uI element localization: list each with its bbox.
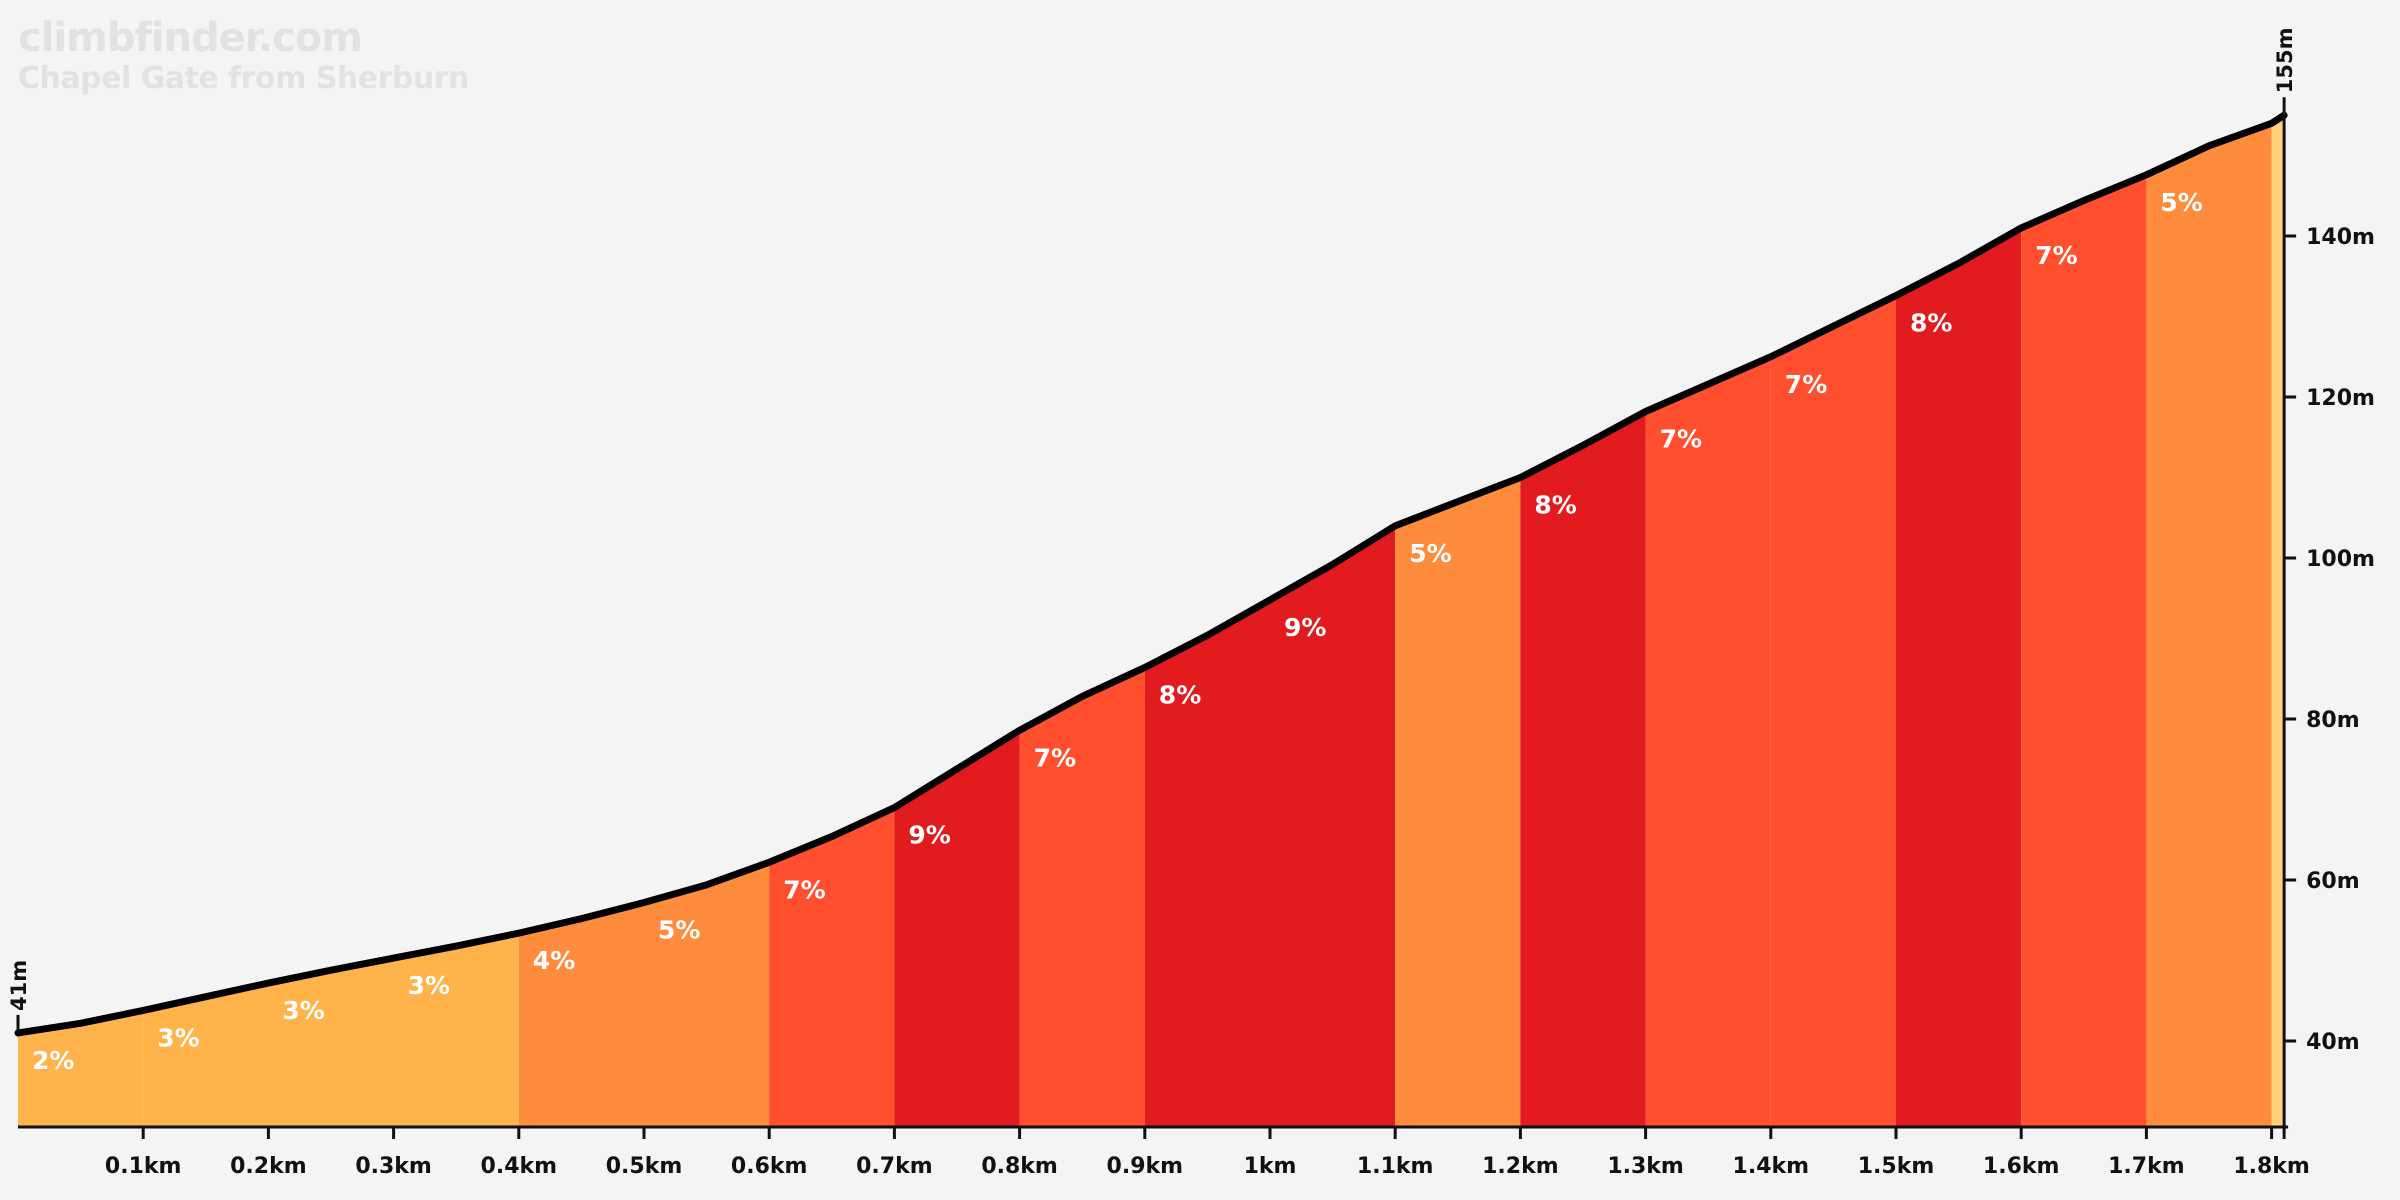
gradient-label: 5%	[658, 916, 700, 945]
y-axis: 40m 60m 80m 100m 120m 140m	[2282, 115, 2375, 1139]
gradient-segment	[393, 933, 519, 1127]
x-tick-label: 0.2km	[230, 1154, 307, 1179]
gradient-label: 5%	[1409, 539, 1451, 568]
gradient-segment	[769, 807, 895, 1127]
gradient-segment	[2271, 115, 2285, 1127]
gradient-segment	[1144, 599, 1270, 1127]
gradient-segment	[1645, 356, 1771, 1127]
x-tick-label: 0.4km	[481, 1154, 558, 1179]
gradient-segment	[1770, 295, 1896, 1127]
gradient-segment	[894, 730, 1020, 1127]
climb-title: Chapel Gate from Sherburn	[18, 61, 469, 96]
x-tick-label: 1.3km	[1607, 1154, 1684, 1179]
x-tick-label: 1.8km	[2233, 1154, 2310, 1179]
x-tick-label: 1.7km	[2108, 1154, 2185, 1179]
gradient-label: 8%	[1534, 491, 1576, 520]
y-tick-label: 80m	[2306, 708, 2360, 733]
x-tick-label: 1.6km	[1983, 1154, 2060, 1179]
x-tick-label: 0.7km	[856, 1154, 933, 1179]
y-tick-label: 140m	[2306, 225, 2375, 250]
x-tick-label: 0.6km	[731, 1154, 808, 1179]
gradient-label: 7%	[1034, 743, 1076, 772]
gradient-segments	[18, 115, 2285, 1128]
x-tick-label: 1.2km	[1482, 1154, 1559, 1179]
x-tick-label: 1.1km	[1357, 1154, 1434, 1179]
gradient-segment	[268, 958, 394, 1127]
gradient-label: 9%	[908, 821, 950, 850]
x-tick-label: 0.9km	[1107, 1154, 1184, 1179]
gradient-segment	[644, 862, 770, 1127]
gradient-label: 7%	[783, 875, 825, 904]
gradient-label: 7%	[1660, 424, 1702, 453]
gradient-label: 2%	[32, 1046, 74, 1075]
start-elevation-label: 41m	[7, 960, 31, 1011]
end-markers: 41m 155m	[7, 28, 2297, 1033]
gradient-label: 7%	[2035, 241, 2077, 270]
elevation-line	[14, 111, 2288, 1037]
x-tick-label: 1.4km	[1733, 1154, 1810, 1179]
brand-header: climbfinder.com Chapel Gate from Sherbur…	[18, 18, 469, 94]
gradient-segment	[2146, 123, 2272, 1128]
x-tick-label: 1km	[1244, 1154, 1297, 1179]
gradient-label: 8%	[1910, 309, 1952, 338]
gradient-segment	[1270, 525, 1396, 1127]
x-tick-label: 0.3km	[355, 1154, 432, 1179]
gradient-segment	[1520, 411, 1646, 1127]
y-tick-label: 120m	[2306, 386, 2375, 411]
gradient-label: 9%	[1284, 613, 1326, 642]
site-name: climbfinder.com	[18, 15, 363, 61]
x-tick-label: 0.1km	[105, 1154, 182, 1179]
gradient-label: 3%	[282, 996, 324, 1025]
gradient-segment	[2021, 174, 2147, 1127]
gradient-segment	[518, 902, 644, 1127]
gradient-label: 5%	[2160, 188, 2202, 217]
gradient-label: 3%	[157, 1023, 199, 1052]
gradient-label: 4%	[533, 946, 575, 975]
gradient-labels: 2% 3% 3% 3% 4% 5% 7% 9% 7% 8% 9% 5% 8% 7% 7% 8% 7% 5%	[32, 188, 2203, 1075]
x-tick-label: 0.8km	[981, 1154, 1058, 1179]
gradient-segment	[1395, 477, 1521, 1127]
x-tick-label: 0.5km	[606, 1154, 683, 1179]
gradient-segment	[143, 983, 269, 1127]
y-tick-label: 60m	[2306, 869, 2360, 894]
profile-line-group	[14, 111, 2288, 1037]
gradient-segment	[18, 1010, 144, 1127]
x-axis: 0.1km 0.2km 0.3km 0.4km 0.5km 0.6km 0.7km 0.8km…	[18, 1125, 2310, 1179]
y-tick-label: 100m	[2306, 547, 2375, 572]
gradient-label: 3%	[408, 971, 450, 1000]
y-tick-label: 40m	[2306, 1030, 2360, 1055]
gradient-label: 7%	[1785, 370, 1827, 399]
end-elevation-label: 155m	[2273, 28, 2297, 94]
gradient-segment	[1896, 227, 2022, 1127]
gradient-segment	[1019, 667, 1145, 1127]
x-tick-label: 1.5km	[1858, 1154, 1935, 1179]
gradient-label: 8%	[1159, 680, 1201, 709]
